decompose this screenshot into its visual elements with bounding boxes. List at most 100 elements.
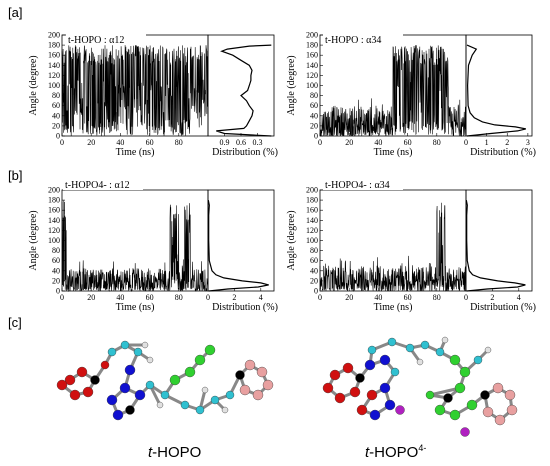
dist-tick-label: 4 xyxy=(259,293,263,302)
atom xyxy=(420,340,430,350)
y-tick-label: 20 xyxy=(52,276,60,285)
atom xyxy=(201,386,209,394)
atom xyxy=(145,380,155,390)
x-tick-label: 80 xyxy=(175,293,183,302)
x-tick-label: 0 xyxy=(60,138,64,147)
angle-distribution-curve xyxy=(207,199,269,292)
atom xyxy=(90,375,100,385)
distribution-plot-frame xyxy=(207,189,275,292)
y-tick-label: 80 xyxy=(310,91,318,100)
atom xyxy=(100,360,110,370)
atom xyxy=(180,400,190,410)
molecule-label-t-hopo4: t-HOPO4- xyxy=(365,443,426,461)
dist-tick-label: 0 xyxy=(206,293,210,302)
y-tick-label: 20 xyxy=(310,276,318,285)
angle-distribution-curve xyxy=(466,44,526,137)
y-tick-label: 200 xyxy=(48,31,60,40)
x-tick-label: 80 xyxy=(175,138,183,147)
y-tick-label: 40 xyxy=(310,111,318,120)
dist-tick-label: 2 xyxy=(505,138,509,147)
atom xyxy=(441,336,449,344)
atom xyxy=(235,370,245,380)
atom xyxy=(482,406,494,418)
y-tick-label: 80 xyxy=(52,246,60,255)
atom xyxy=(395,405,405,415)
x-tick-label: 0 xyxy=(318,138,322,147)
angle-time-series-trace xyxy=(61,45,209,136)
y-tick-label: 120 xyxy=(306,71,318,80)
x-tick-label: 80 xyxy=(433,293,441,302)
atom xyxy=(454,382,466,394)
y-tick-label: 60 xyxy=(310,256,318,265)
atom xyxy=(390,367,400,377)
y-tick-label: 140 xyxy=(48,61,60,70)
atom xyxy=(82,386,94,398)
x-tick-label: 20 xyxy=(345,138,353,147)
x-axis-label-time: Time (ns) xyxy=(374,302,413,313)
atom xyxy=(244,359,256,371)
panel-letter-c: [c] xyxy=(8,315,22,330)
x-axis-label-distribution: Distribution (%) xyxy=(470,147,536,158)
y-axis-label: Angle (degree) xyxy=(28,210,39,270)
y-tick-label: 0 xyxy=(56,132,60,141)
x-tick-label: 20 xyxy=(87,293,95,302)
atom xyxy=(69,389,81,401)
atom xyxy=(342,362,354,374)
atom xyxy=(366,389,378,401)
atom xyxy=(134,389,146,401)
molecule-label-t-hopo: t-HOPO xyxy=(148,444,201,461)
x-tick-label: 60 xyxy=(146,293,154,302)
atom xyxy=(492,382,504,394)
x-tick-label: 40 xyxy=(116,138,124,147)
y-tick-label: 20 xyxy=(310,121,318,130)
angle-distribution-curve xyxy=(465,199,526,292)
atom xyxy=(141,341,149,349)
atom xyxy=(466,399,478,411)
y-tick-label: 180 xyxy=(48,41,60,50)
dist-tick-label: 2 xyxy=(490,293,494,302)
atom xyxy=(364,359,376,371)
atom xyxy=(252,389,264,401)
y-tick-label: 40 xyxy=(52,111,60,120)
chart-title-background xyxy=(66,34,146,45)
x-axis-label-time: Time (ns) xyxy=(374,147,413,158)
atom xyxy=(112,409,124,421)
x-tick-label: 80 xyxy=(433,138,441,147)
angle-time-series-trace xyxy=(61,200,209,293)
x-tick-label: 60 xyxy=(404,293,412,302)
atom xyxy=(379,382,391,394)
y-tick-label: 140 xyxy=(48,216,60,225)
x-tick-label: 0 xyxy=(318,293,322,302)
panel-letter-b: [b] xyxy=(8,168,22,183)
atom xyxy=(434,404,446,416)
atom xyxy=(349,386,361,398)
atom xyxy=(480,390,490,400)
chart-title: t-HOPO4- : α34 xyxy=(325,180,390,191)
x-axis-label-distribution: Distribution (%) xyxy=(470,302,536,313)
dist-tick-label: 4 xyxy=(517,293,521,302)
distribution-plot-frame xyxy=(465,189,533,292)
y-tick-label: 0 xyxy=(314,132,318,141)
atom xyxy=(125,405,135,415)
atom xyxy=(416,358,424,366)
atom xyxy=(184,366,196,378)
y-tick-label: 200 xyxy=(306,186,318,195)
x-tick-label: 40 xyxy=(374,293,382,302)
atom xyxy=(204,344,216,356)
atom xyxy=(449,409,461,421)
y-tick-label: 160 xyxy=(48,51,60,60)
x-axis-label-distribution: Distribution (%) xyxy=(212,147,278,158)
y-tick-label: 100 xyxy=(48,81,60,90)
atom xyxy=(210,395,220,405)
atom xyxy=(120,340,130,350)
atom xyxy=(384,399,396,411)
y-tick-label: 100 xyxy=(48,236,60,245)
dist-tick-label: 1 xyxy=(485,138,489,147)
atom xyxy=(119,382,131,394)
y-tick-label: 180 xyxy=(306,41,318,50)
y-tick-label: 100 xyxy=(306,236,318,245)
y-tick-label: 180 xyxy=(306,196,318,205)
x-tick-label: 40 xyxy=(374,138,382,147)
dist-tick-label: 0.9 xyxy=(220,138,230,147)
